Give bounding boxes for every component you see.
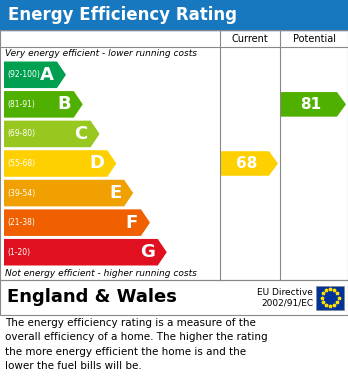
Polygon shape [4,121,100,147]
Text: (21-38): (21-38) [7,218,35,227]
Text: (92-100): (92-100) [7,70,40,79]
Text: 81: 81 [300,97,322,112]
Text: (81-91): (81-91) [7,100,35,109]
Polygon shape [4,180,133,206]
Text: D: D [89,154,104,172]
Text: Very energy efficient - lower running costs: Very energy efficient - lower running co… [5,49,197,58]
Polygon shape [4,61,66,88]
Text: G: G [140,243,155,261]
Text: EU Directive
2002/91/EC: EU Directive 2002/91/EC [257,288,313,307]
Text: Potential: Potential [293,34,335,43]
Polygon shape [221,151,278,176]
Text: (1-20): (1-20) [7,248,30,257]
Polygon shape [4,209,150,236]
Text: Not energy efficient - higher running costs: Not energy efficient - higher running co… [5,269,197,278]
Bar [0,280,348,315]
Bar [316,285,344,310]
Text: (69-80): (69-80) [7,129,35,138]
Text: 68: 68 [236,156,258,171]
Text: Current: Current [232,34,268,43]
Bar [0,30,348,280]
Polygon shape [4,150,116,177]
Text: England & Wales: England & Wales [7,289,177,307]
Text: (55-68): (55-68) [7,159,35,168]
Text: The energy efficiency rating is a measure of the
overall efficiency of a home. T: The energy efficiency rating is a measur… [5,318,268,371]
Text: E: E [109,184,121,202]
Text: Energy Efficiency Rating: Energy Efficiency Rating [8,6,237,24]
Polygon shape [281,92,346,117]
Text: C: C [74,125,88,143]
Bar [0,0,348,30]
Polygon shape [4,91,83,118]
Polygon shape [4,239,167,265]
Text: F: F [126,213,138,231]
Text: B: B [57,95,71,113]
Text: A: A [40,66,54,84]
Text: (39-54): (39-54) [7,188,35,197]
